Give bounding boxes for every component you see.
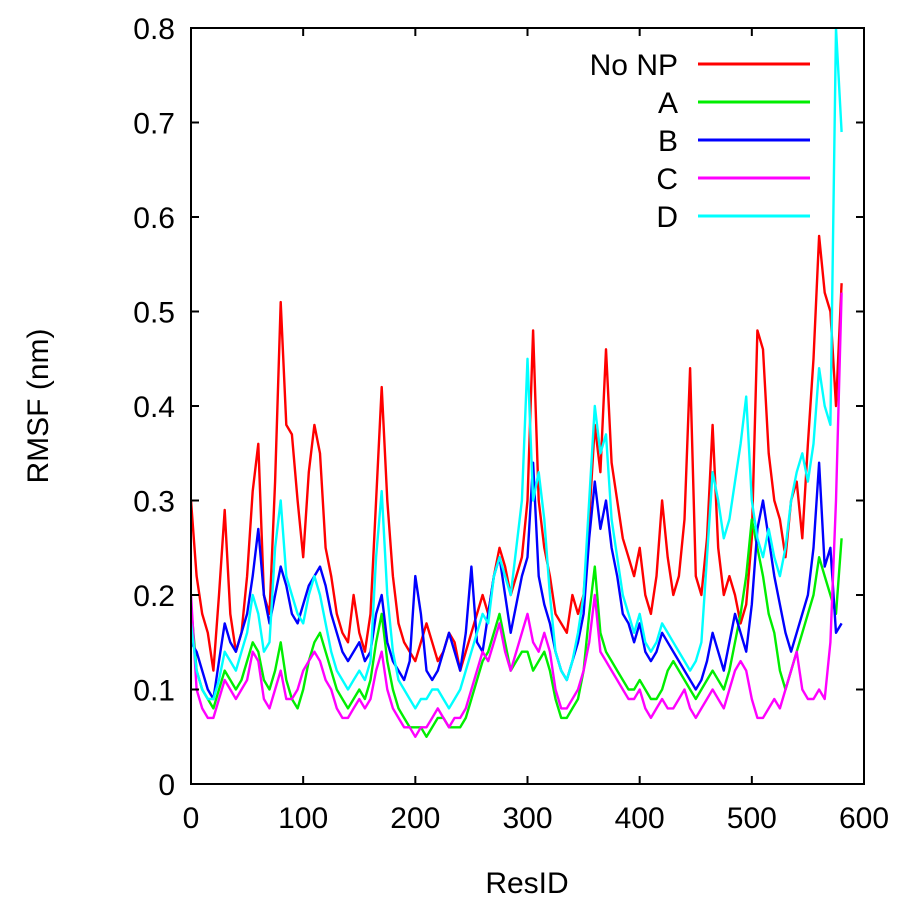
x-axis-title: ResID bbox=[485, 867, 568, 900]
x-tick-label: 100 bbox=[278, 802, 328, 835]
series-line-a bbox=[191, 518, 843, 738]
y-tick-label: 0 bbox=[158, 769, 175, 802]
legend-label-c: C bbox=[656, 163, 678, 196]
series-layer bbox=[191, 28, 843, 738]
y-tick-label: 0.3 bbox=[133, 486, 175, 519]
axis-ticks bbox=[190, 27, 865, 785]
y-tick-label: 0.4 bbox=[133, 391, 175, 424]
y-tick-label: 0.5 bbox=[133, 297, 175, 330]
y-axis-title: RMSF (nm) bbox=[22, 329, 55, 484]
series-line-c bbox=[191, 292, 843, 738]
x-tick-label: 200 bbox=[390, 802, 440, 835]
legend-label-b: B bbox=[658, 125, 678, 158]
y-tick-label: 0.8 bbox=[133, 13, 175, 46]
legend-label-d: D bbox=[656, 201, 678, 234]
series-line-no-np bbox=[191, 234, 843, 672]
legend-label-a: A bbox=[658, 87, 678, 120]
y-tick-label: 0.6 bbox=[133, 202, 175, 235]
x-tick-label: 400 bbox=[615, 802, 665, 835]
x-tick-label: 0 bbox=[183, 802, 200, 835]
x-tick-label: 300 bbox=[502, 802, 552, 835]
y-tick-label: 0.2 bbox=[133, 580, 175, 613]
tick-labels: 0 100 200 300 400 500 600 0 0.1 0.2 0.3 0.4 0.5 0.6 0.… bbox=[133, 13, 889, 835]
x-tick-label: 600 bbox=[839, 802, 889, 835]
y-tick-label: 0.1 bbox=[133, 675, 175, 708]
series-line-d bbox=[191, 28, 843, 710]
x-tick-label: 500 bbox=[727, 802, 777, 835]
legend-label-no-np: No NP bbox=[590, 49, 678, 82]
y-tick-label: 0.7 bbox=[133, 108, 175, 141]
